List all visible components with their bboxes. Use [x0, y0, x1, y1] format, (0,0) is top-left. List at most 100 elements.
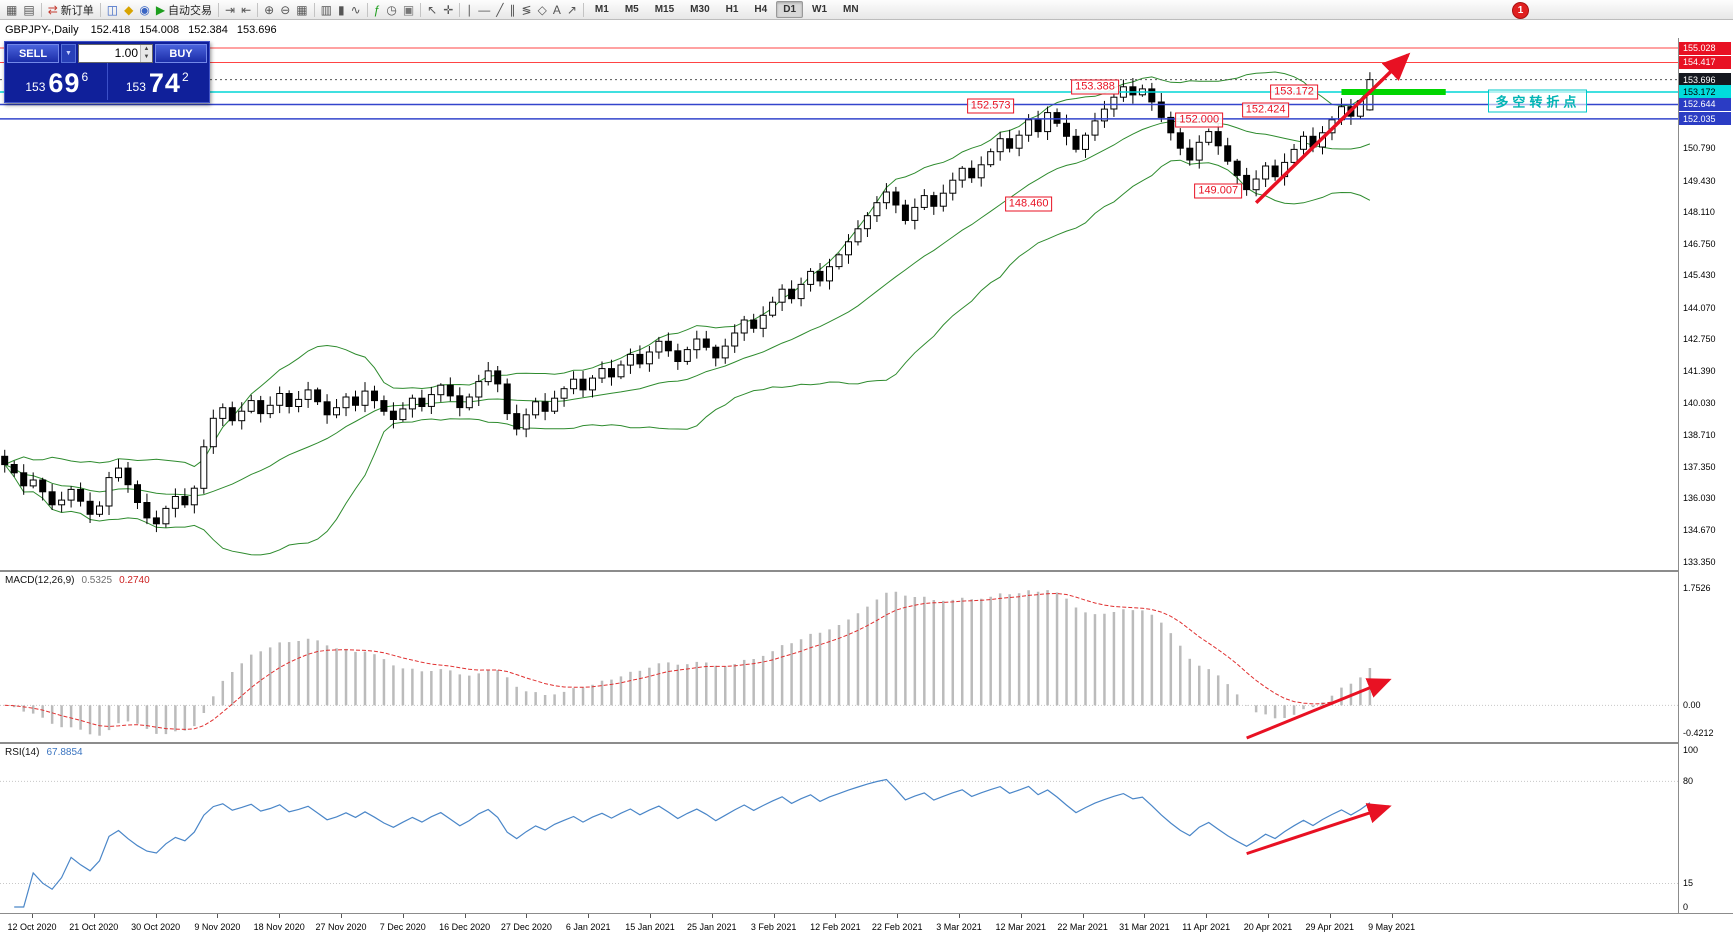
price-annotation-153.172[interactable]: 153.172	[1270, 84, 1318, 100]
close-value: 153.696	[236, 23, 277, 36]
channel-icon[interactable]: ∥	[507, 1, 519, 18]
time-tick	[897, 914, 899, 918]
time-tick	[279, 914, 281, 918]
time-tick	[341, 914, 342, 918]
toolbar-separator	[257, 2, 259, 17]
toolbar-separator	[313, 2, 315, 17]
time-label: 22 Feb 2021	[871, 922, 923, 932]
autotrading-button[interactable]: ▶ 自动交易	[153, 1, 215, 18]
macd-uptrend-arrow[interactable]	[1246, 678, 1392, 740]
macd-signal-value: 0.2740	[119, 575, 150, 586]
templates-icon[interactable]: ▣	[400, 1, 417, 18]
rsi-chart-canvas[interactable]	[0, 744, 1678, 913]
timeframe-h4-button[interactable]: H4	[754, 4, 768, 15]
new-order-button[interactable]: ⇄ 新订单	[45, 1, 97, 18]
lot-increase-button[interactable]: ▲	[141, 45, 152, 54]
price-scale[interactable]: 150.790 149.430 148.110 146.750 145.430 144.0…	[1678, 38, 1733, 913]
shapes-icon[interactable]: ◇	[535, 1, 550, 18]
ohlc-readout: 152.418 154.008 152.384 153.696	[91, 24, 277, 36]
fibonacci-icon[interactable]: ≶	[519, 1, 535, 18]
templates-icon-glyph: ▣	[402, 2, 415, 17]
price-annotation-152.000[interactable]: 152.000	[1175, 112, 1224, 128]
buy-button[interactable]: BUY	[155, 44, 207, 63]
chart-shift-icon[interactable]: ⇤	[238, 1, 254, 18]
price-annotation-148.460[interactable]: 148.460	[1004, 196, 1053, 212]
time-tick	[711, 914, 713, 918]
trendline-icon[interactable]: ╱	[493, 1, 506, 18]
data-window-icon[interactable]: ◆	[121, 1, 136, 18]
uptrend-arrow[interactable]	[1254, 52, 1411, 204]
lot-decrease-button[interactable]: ▼	[141, 53, 152, 62]
price-annotation-149.007[interactable]: 149.007	[1194, 183, 1243, 199]
window-list-icon[interactable]: ▤	[20, 1, 37, 18]
price-annotation-152.573[interactable]: 152.573	[966, 98, 1015, 114]
tile-windows-icon-glyph: ▦	[296, 2, 308, 17]
price-annotation-152.424[interactable]: 152.424	[1241, 102, 1290, 118]
time-label: 18 Nov 2020	[253, 922, 305, 932]
time-axis[interactable]: 12 Oct 2020 21 Oct 2020 30 Oct 2020 9 Nov 2…	[0, 914, 1678, 939]
periods-icon[interactable]: ◷	[383, 1, 399, 18]
navigator-icon[interactable]: ◉	[136, 1, 152, 18]
chart-window-icon[interactable]: ▦	[3, 1, 20, 18]
rsi-uptrend-arrow[interactable]	[1246, 803, 1392, 856]
time-label: 12 Feb 2021	[810, 922, 861, 932]
cursor-icon-glyph: ↖	[427, 2, 438, 17]
timeframe-w1-button[interactable]: W1	[812, 4, 828, 15]
order-options-dropdown[interactable]: ▼	[61, 44, 76, 63]
candlestick-chart-icon[interactable]: ▮	[335, 1, 348, 18]
time-tick	[959, 914, 960, 918]
toolbar-separator	[582, 2, 584, 17]
timeframe-m5-button[interactable]: M5	[624, 4, 639, 15]
timeframe-m15-button[interactable]: M15	[654, 4, 675, 15]
price-badge-155.028: 155.028	[1679, 41, 1731, 55]
price-tick: 145.430	[1683, 270, 1716, 281]
zoom-out-icon[interactable]: ⊖	[277, 1, 293, 18]
vertical-line-icon[interactable]: ∣	[463, 1, 475, 18]
horizontal-line-icon[interactable]: ―	[475, 1, 493, 18]
main-price-chart-panel[interactable]: 多空转折点 152.573 153.388 152.000 152.424 153.17…	[0, 38, 1678, 570]
arrow-tool-icon[interactable]: ↗	[564, 1, 580, 18]
timeframe-h1-button[interactable]: H1	[725, 4, 739, 15]
line-chart-icon[interactable]: ∿	[348, 1, 364, 18]
zoom-in-icon-glyph: ⊕	[264, 2, 275, 17]
rsi-indicator-panel[interactable]: RSI(14) 67.8854	[0, 744, 1678, 913]
macd-scale-tick: 1.7526	[1683, 583, 1711, 594]
text-icon-glyph: A	[552, 2, 561, 17]
bull-bear-turning-point-note[interactable]: 多空转折点	[1488, 89, 1588, 113]
zoom-in-icon[interactable]: ⊕	[261, 1, 277, 18]
time-label: 9 Nov 2020	[194, 922, 241, 932]
cursor-icon[interactable]: ↖	[424, 1, 440, 18]
time-label: 12 Mar 2021	[995, 922, 1047, 932]
bid-pipette: 6	[81, 70, 89, 84]
fibonacci-icon-glyph: ≶	[521, 2, 532, 17]
timeframe-d1-button[interactable]: D1	[776, 1, 804, 18]
text-icon[interactable]: A	[550, 1, 564, 18]
price-chart-canvas[interactable]	[0, 38, 1678, 570]
rsi-line	[14, 778, 1371, 908]
low-value: 152.384	[188, 23, 228, 36]
indicators-icon[interactable]: ƒ	[371, 1, 384, 18]
toolbar-separator	[366, 2, 368, 17]
price-badge-152.035: 152.035	[1679, 112, 1731, 126]
notifications-badge[interactable]: 1	[1512, 2, 1529, 19]
tile-windows-icon[interactable]: ▦	[293, 1, 310, 18]
timeframe-m1-button[interactable]: M1	[594, 4, 609, 15]
macd-chart-canvas[interactable]	[0, 572, 1678, 742]
market-watch-icon[interactable]: ◫	[104, 1, 121, 18]
timeframe-mn-button[interactable]: MN	[843, 4, 859, 15]
auto-scroll-icon[interactable]: ⇥	[222, 1, 238, 18]
bar-chart-icon[interactable]: ▥	[318, 1, 335, 18]
panel-separator[interactable]	[0, 570, 1733, 572]
panel-separator[interactable]	[0, 742, 1733, 744]
macd-indicator-panel[interactable]: MACD(12,26,9) 0.5325 0.2740	[0, 572, 1678, 742]
price-annotation-153.388[interactable]: 153.388	[1071, 79, 1119, 95]
sell-button[interactable]: SELL	[7, 44, 59, 63]
price-badge-152.644: 152.644	[1679, 97, 1731, 111]
market-watch-icon-glyph: ◫	[106, 2, 119, 17]
timeframe-m30-button[interactable]: M30	[690, 4, 710, 15]
lot-size-input[interactable]: 1.00	[114, 46, 138, 60]
crosshair-icon[interactable]: ✛	[440, 1, 456, 18]
time-tick	[402, 914, 404, 918]
line-chart-icon-glyph: ∿	[350, 2, 361, 17]
ask-price: 153 74 2	[106, 63, 208, 100]
